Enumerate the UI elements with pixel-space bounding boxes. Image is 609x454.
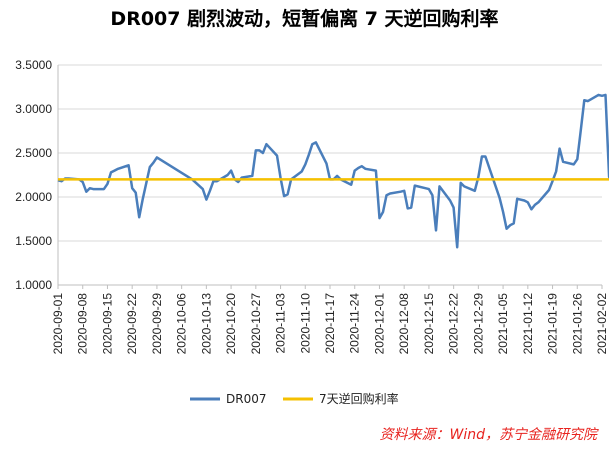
y-tick-label: 1.0000	[15, 278, 52, 292]
x-tick-label: 2020-10-06	[175, 293, 189, 355]
y-tick-label: 2.0000	[15, 190, 52, 204]
y-tick-label: 2.5000	[15, 146, 52, 160]
y-tick-label: 3.0000	[15, 102, 52, 116]
x-tick-label: 2021-01-26	[570, 293, 584, 355]
x-tick-label: 2020-11-24	[348, 293, 362, 354]
x-tick-label: 2021-02-02	[595, 293, 609, 355]
x-tick-label: 2020-12-01	[372, 293, 386, 355]
legend: DR007 7天逆回购利率	[190, 391, 399, 406]
x-tick-label: 2021-01-19	[546, 293, 560, 355]
y-tick-label: 3.5000	[15, 58, 52, 72]
legend-item-dr007-label: DR007	[226, 392, 266, 406]
y-tick-label: 1.5000	[15, 234, 52, 248]
x-tick-label: 2020-12-08	[397, 293, 411, 355]
x-tick-label: 2020-09-08	[76, 293, 90, 355]
x-tick-label: 2020-10-13	[199, 293, 213, 355]
x-tick-label: 2020-11-03	[274, 293, 288, 354]
source-note: 资料来源：Wind，苏宁金融研究院	[379, 427, 598, 443]
x-axis-tick-labels: 2020-09-01 2020-09-08 2020-09-15 2020-09-22…	[51, 293, 609, 355]
x-tick-label: 2020-10-20	[224, 293, 238, 355]
x-tick-label: 2020-09-22	[125, 293, 139, 355]
axes	[57, 65, 603, 289]
x-tick-label: 2020-11-10	[298, 293, 312, 354]
x-tick-label: 2020-09-29	[150, 293, 164, 355]
x-tick-label: 2020-12-29	[471, 293, 485, 355]
x-tick-label: 2021-01-05	[496, 293, 510, 355]
grid-lines	[58, 64, 602, 242]
y-axis-tick-labels: 1.0000 1.5000 2.0000 2.5000 3.0000 3.5000	[15, 58, 52, 292]
x-tick-label: 2020-11-17	[323, 293, 337, 354]
x-tick-label: 2020-09-15	[100, 293, 114, 355]
x-tick-label: 2020-12-22	[447, 293, 461, 355]
legend-item-reverse-repo-label: 7天逆回购利率	[319, 391, 399, 406]
chart-title: DR007 剧烈波动，短暂偏离 7 天逆回购利率	[110, 8, 499, 30]
x-tick-label: 2020-10-27	[249, 293, 263, 355]
x-tick-label: 2021-01-12	[521, 293, 535, 355]
series-lines	[57, 93, 609, 249]
x-tick-label: 2020-09-01	[51, 293, 65, 355]
series-line-dr007	[57, 93, 609, 249]
x-tick-label: 2020-12-15	[422, 293, 436, 355]
